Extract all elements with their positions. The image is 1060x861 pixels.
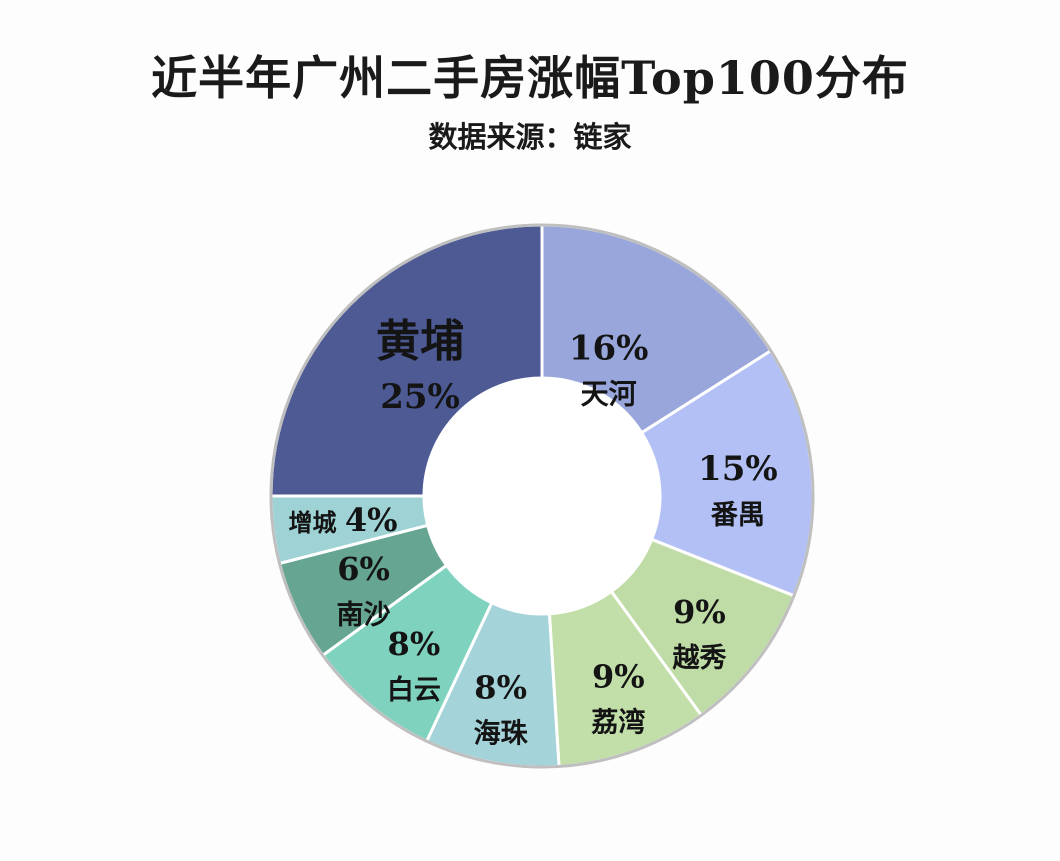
slice-label-增城: 增城 4% xyxy=(289,501,398,539)
donut-hole xyxy=(424,378,660,614)
slice-value-天河: 16% xyxy=(569,329,649,369)
chart-title: 近半年广州二手房涨幅Top100分布 xyxy=(151,51,909,105)
slice-name-海珠: 海珠 xyxy=(474,719,529,750)
slice-value-南沙: 6% xyxy=(337,550,390,588)
slice-name-天河: 天河 xyxy=(581,378,637,411)
slice-name-荔湾: 荔湾 xyxy=(591,707,645,739)
slice-name-越秀: 越秀 xyxy=(672,643,726,674)
donut-outline xyxy=(269,223,815,769)
slice-name-黄埔: 黄埔 xyxy=(376,316,464,367)
slice-value-越秀: 9% xyxy=(673,593,726,631)
chart-subtitle: 数据来源：链家 xyxy=(428,120,632,154)
slice-name-番禺: 番禺 xyxy=(711,500,765,531)
slice-value-黄埔: 25% xyxy=(380,377,460,417)
slice-name-白云: 白云 xyxy=(387,674,441,706)
slice-value-海珠: 8% xyxy=(474,669,527,707)
slice-value-白云: 8% xyxy=(388,625,441,663)
slice-value-荔湾: 9% xyxy=(592,658,645,696)
slice-value-番禺: 15% xyxy=(698,449,778,489)
slice-name-南沙: 南沙 xyxy=(337,600,391,631)
